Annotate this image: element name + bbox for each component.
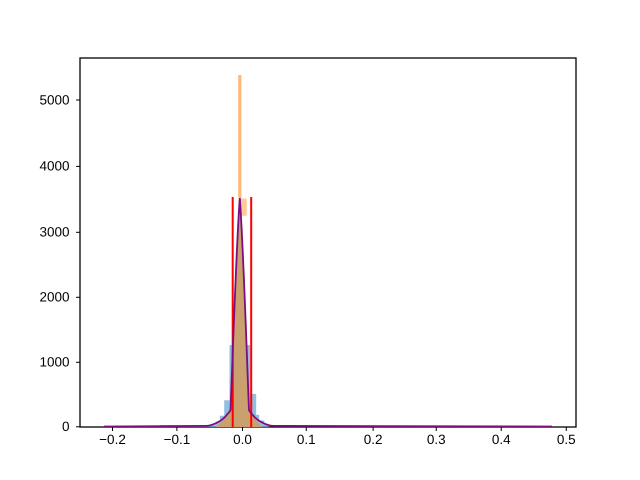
svg-text:0.5: 0.5 (557, 432, 576, 447)
svg-text:−0.1: −0.1 (164, 432, 191, 447)
svg-text:0.3: 0.3 (427, 432, 446, 447)
svg-text:0: 0 (62, 419, 70, 434)
svg-text:2000: 2000 (39, 290, 69, 305)
svg-text:4000: 4000 (39, 159, 69, 174)
svg-text:−0.2: −0.2 (99, 432, 126, 447)
svg-text:0.0: 0.0 (233, 432, 252, 447)
svg-text:0.1: 0.1 (297, 432, 316, 447)
svg-text:5000: 5000 (39, 92, 69, 107)
svg-text:3000: 3000 (39, 225, 69, 240)
svg-text:0.2: 0.2 (364, 432, 383, 447)
svg-text:0.4: 0.4 (492, 432, 511, 447)
svg-text:1000: 1000 (39, 355, 69, 370)
